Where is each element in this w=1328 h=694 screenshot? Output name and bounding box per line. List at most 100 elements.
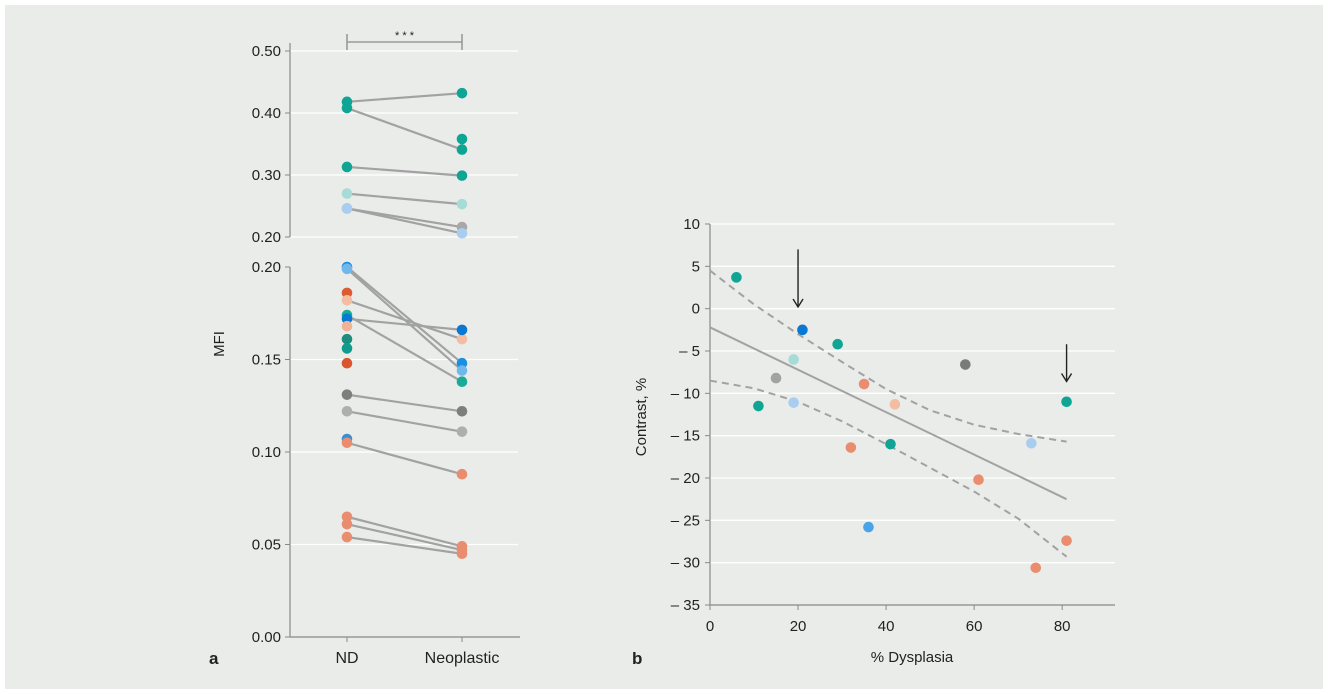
- b-y-tick-label: 5: [692, 258, 700, 275]
- panel-label-b: b: [632, 649, 642, 668]
- neoplastic-point: [456, 365, 468, 376]
- data-point: [973, 474, 984, 485]
- paired-line: [346, 107, 463, 151]
- data-point: [858, 378, 870, 390]
- nd-point: [341, 313, 353, 325]
- nd-point: [341, 437, 353, 449]
- b-y-axis-label: Contrast, %: [633, 378, 650, 456]
- neoplastic-point: [456, 333, 468, 345]
- neoplastic-point: [456, 198, 468, 210]
- b-x-axis-label: % Dysplasia: [871, 649, 954, 666]
- nd-point: [341, 343, 353, 354]
- data-point: [889, 399, 901, 410]
- b-y-tick-label: 10: [683, 216, 700, 233]
- nd-point: [341, 333, 353, 345]
- data-point: [788, 397, 799, 408]
- paired-line: [346, 192, 463, 206]
- b-x-tick-label: 80: [1054, 618, 1071, 635]
- neoplastic-point: [456, 227, 468, 239]
- paired-line: [346, 207, 463, 235]
- data-point: [885, 438, 896, 450]
- paired-line: [346, 266, 463, 365]
- annotation-arrow-head: [792, 298, 804, 309]
- nd-point: [341, 320, 353, 332]
- data-point: [797, 324, 808, 336]
- a-upper-tick-label: 0.40: [252, 105, 281, 122]
- b-y-tick-label: 0: [692, 301, 700, 318]
- b-y-tick-label: – 35: [671, 597, 700, 614]
- nd-point: [341, 188, 353, 199]
- b-x-tick-label: 0: [706, 618, 714, 635]
- neoplastic-point: [456, 376, 468, 388]
- b-x-tick-label: 60: [966, 618, 983, 635]
- neoplastic-point: [456, 426, 468, 437]
- data-point: [770, 372, 782, 384]
- regression-line: [709, 326, 1068, 501]
- nd-point: [341, 406, 353, 417]
- panel-b: 10 5 0 – 5 – 10 – 15 – 20 – 25 – 30 – 35 0 20 40 60 80…: [633, 216, 1115, 666]
- data-point: [1061, 535, 1072, 546]
- a-upper-tick-label: 0.20: [252, 229, 281, 246]
- a-x-tick-label: ND: [335, 650, 358, 667]
- neoplastic-point: [456, 324, 468, 336]
- nd-point: [341, 511, 353, 523]
- nd-point: [341, 357, 353, 369]
- neoplastic-point: [456, 170, 468, 181]
- paired-line: [346, 314, 463, 383]
- paired-line: [346, 515, 463, 548]
- nd-point: [341, 287, 353, 299]
- nd-point: [341, 389, 353, 400]
- significance-label: * * *: [395, 30, 415, 42]
- nd-point: [341, 203, 353, 214]
- confidence-band-lower: [709, 379, 1068, 558]
- a-lower-tick-label: 0.05: [252, 537, 281, 554]
- b-y-tick-label: – 30: [671, 555, 700, 572]
- nd-point: [341, 102, 353, 114]
- a-x-tick-label: Neoplastic: [425, 650, 500, 667]
- data-point: [753, 400, 764, 412]
- chart-canvas: 0.50 0.40 0.30 0.20 0.20 0.15 0.10 0.05 0.00 ND Ne…: [209, 30, 1115, 668]
- b-y-tick-label: – 20: [671, 470, 700, 487]
- data-point: [731, 272, 742, 283]
- a-lower-tick-label: 0.15: [252, 352, 281, 369]
- data-point: [845, 442, 857, 453]
- neoplastic-point: [456, 406, 468, 417]
- data-point: [960, 359, 971, 370]
- paired-line: [346, 393, 463, 413]
- figure: 0.50 0.40 0.30 0.20 0.20 0.15 0.10 0.05 0.00 ND Ne…: [5, 5, 1323, 689]
- confidence-band-upper: [709, 269, 1067, 443]
- a-y-axis-label: MFI: [211, 331, 228, 357]
- a-lower-tick-label: 0.00: [252, 629, 281, 646]
- paired-line: [346, 523, 463, 552]
- data-point: [1026, 437, 1037, 449]
- nd-point: [341, 518, 353, 530]
- paired-line: [346, 299, 463, 341]
- b-y-tick-label: – 25: [671, 512, 700, 529]
- data-point: [788, 354, 799, 365]
- a-lower-tick-label: 0.10: [252, 444, 281, 461]
- paired-line: [346, 165, 463, 177]
- neoplastic-point: [456, 357, 468, 369]
- a-upper-tick-label: 0.30: [252, 167, 281, 184]
- annotation-arrow-head: [1060, 373, 1073, 383]
- a-lower-tick-label: 0.20: [252, 259, 281, 276]
- b-y-tick-label: – 15: [671, 428, 700, 445]
- data-point: [1061, 396, 1072, 408]
- data-point: [863, 521, 874, 533]
- neoplastic-point: [456, 468, 468, 480]
- data-point: [832, 338, 843, 350]
- nd-point: [341, 295, 353, 306]
- panel-a: 0.50 0.40 0.30 0.20 0.20 0.15 0.10 0.05 0.00 ND Ne…: [211, 30, 520, 667]
- b-y-tick-label: – 10: [671, 385, 700, 402]
- nd-point: [341, 161, 353, 173]
- paired-line: [346, 410, 463, 433]
- paired-line: [346, 317, 463, 331]
- neoplastic-point: [456, 548, 468, 560]
- panel-label-a: a: [209, 649, 219, 668]
- neoplastic-point: [456, 144, 468, 155]
- a-upper-tick-label: 0.50: [252, 43, 281, 60]
- neoplastic-point: [456, 133, 468, 145]
- neoplastic-point: [456, 87, 468, 99]
- b-y-tick-label: – 5: [679, 343, 700, 360]
- paired-line: [346, 441, 463, 476]
